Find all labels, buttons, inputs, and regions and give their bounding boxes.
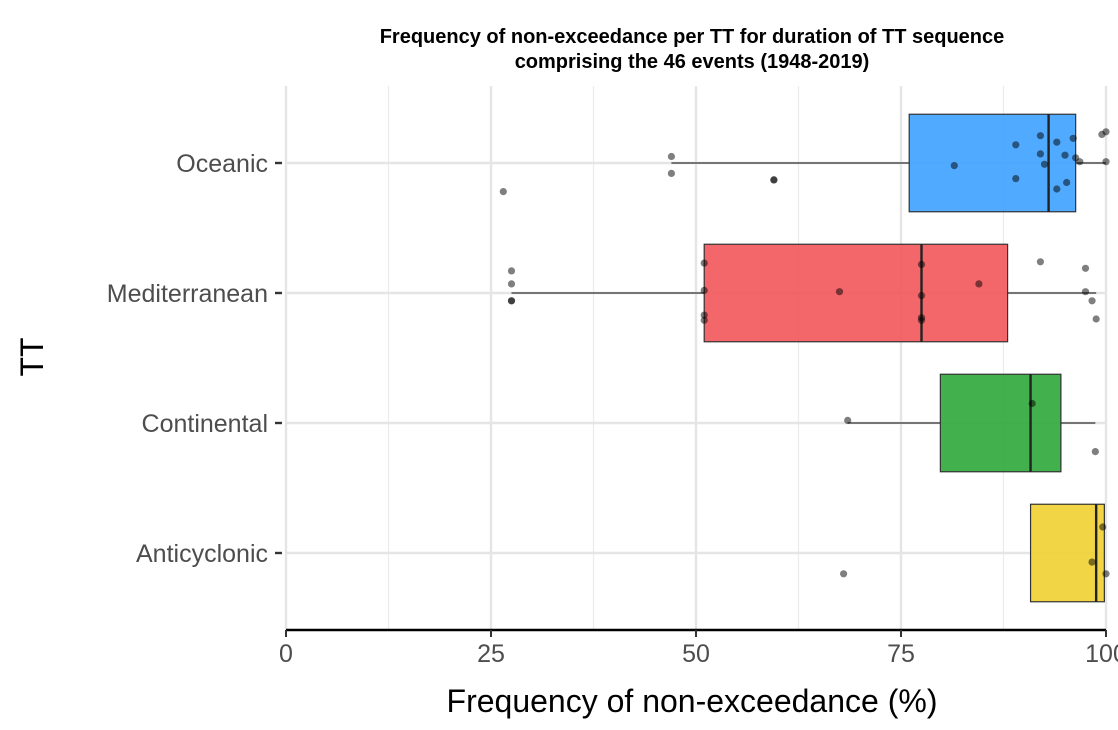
data-point <box>1053 138 1061 146</box>
data-point <box>975 280 983 288</box>
data-point <box>1069 134 1077 142</box>
chart-title-line-1: Frequency of non-exceedance per TT for d… <box>380 26 1005 48</box>
data-point <box>1036 132 1044 140</box>
data-point <box>700 286 708 294</box>
data-point <box>1061 151 1069 159</box>
y-tick-label: Mediterranean <box>107 280 268 308</box>
box <box>1029 503 1105 603</box>
chart-title-line-2: comprising the 46 events (1948-2019) <box>515 51 870 73</box>
data-point <box>700 316 708 324</box>
data-point <box>950 162 958 170</box>
data-point <box>1102 570 1110 578</box>
box <box>939 373 1062 473</box>
data-point <box>507 280 516 288</box>
data-point <box>700 259 708 267</box>
data-point <box>1091 448 1099 456</box>
y-tick-label: Oceanic <box>176 150 268 178</box>
data-point <box>1036 150 1044 158</box>
x-tick-label: 100 <box>1085 640 1118 668</box>
data-point <box>499 188 507 196</box>
data-point <box>1081 264 1090 272</box>
data-point <box>1081 288 1090 296</box>
y-tick-label: Anticyclonic <box>136 540 268 568</box>
data-point <box>917 260 926 268</box>
data-point <box>1099 523 1107 531</box>
y-tick-label: Continental <box>142 410 268 438</box>
data-point <box>844 416 852 424</box>
data-point <box>917 292 926 300</box>
x-tick-label: 0 <box>279 640 293 668</box>
x-axis-title: Frequency of non-exceedance (%) <box>447 683 938 719</box>
data-point <box>1088 558 1096 566</box>
x-tick-label: 25 <box>477 640 505 668</box>
data-point <box>1036 258 1044 266</box>
data-point <box>840 570 848 578</box>
point-layer <box>499 128 1110 578</box>
axes: 0 25 50 75 100 Oceanic Mediterranean Continenta… <box>107 150 1118 668</box>
data-point <box>835 288 844 296</box>
data-point <box>1102 158 1110 166</box>
data-point <box>1053 185 1061 193</box>
data-point <box>917 316 926 324</box>
data-point <box>667 152 676 161</box>
data-point <box>770 176 778 184</box>
box-layer <box>511 113 1106 603</box>
data-point <box>1102 128 1110 136</box>
data-point <box>507 267 516 275</box>
data-point <box>1076 158 1084 166</box>
data-point <box>1012 175 1020 183</box>
data-point <box>1092 315 1100 323</box>
x-tick-label: 50 <box>682 640 710 668</box>
data-point <box>1040 160 1049 168</box>
box <box>908 113 1077 213</box>
y-axis-title: TT <box>14 337 50 376</box>
data-point <box>667 169 676 177</box>
data-point <box>1088 297 1096 305</box>
x-tick-label: 75 <box>887 640 915 668</box>
data-point <box>1028 399 1036 408</box>
data-point <box>1012 141 1020 149</box>
box <box>703 243 1009 343</box>
data-point <box>1063 178 1071 187</box>
data-point <box>507 297 516 305</box>
data-point <box>700 311 708 319</box>
